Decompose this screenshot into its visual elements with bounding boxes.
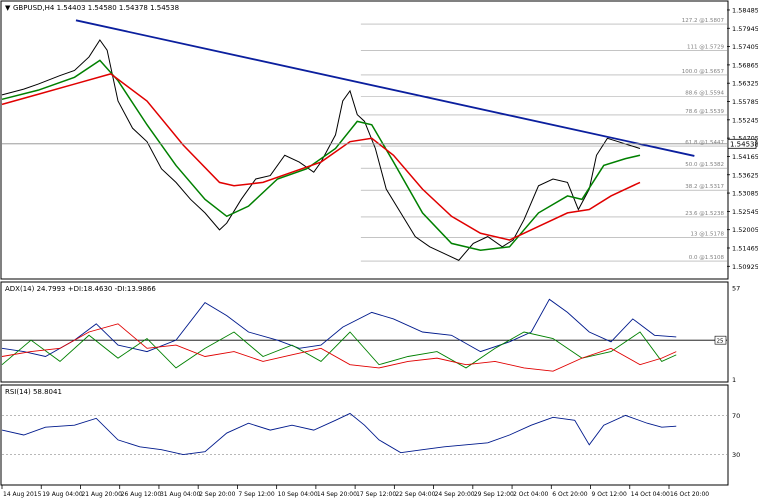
symbol-header: GBPUSD,H4 1.54403 1.54580 1.54378 1.5453… <box>13 4 179 12</box>
price-y-tick-label: 1.50925 <box>732 263 758 271</box>
rsi-header: RSI(14) 58.8041 <box>5 388 62 396</box>
price-y-axis: 1.58485 1.57945 1.57405 1.56865 1.56325 1.557… <box>727 6 758 271</box>
x-tick-label: 14 Oct 04:00 <box>631 491 670 498</box>
x-tick-label: 16 Oct 20:00 <box>670 491 709 498</box>
fib-level-label: 38.2 @1.5317 <box>685 184 724 190</box>
x-tick-label: 9 Oct 12:00 <box>592 491 627 498</box>
rsi-y-tick-label: 70 <box>732 412 740 420</box>
adx-panel-frame <box>0 281 729 383</box>
adx-level-box <box>714 335 727 345</box>
rsi-panel-frame <box>0 384 729 486</box>
moving-average-line <box>1 59 641 251</box>
fib-level-label: 78.6 @1.5539 <box>685 109 724 115</box>
fibonacci-levels: 127.2 @1.5807 111 @1.5729 100.0 @1.5657 88.… <box>360 18 727 262</box>
rsi-levels <box>2 415 727 455</box>
fib-level-label: 61.8 @1.5447 <box>685 140 724 146</box>
rsi-line <box>1 412 677 456</box>
fib-level-label: 88.6 @1.5594 <box>685 90 724 96</box>
price-y-tick-label: 1.53085 <box>732 190 758 198</box>
rsi-y-tick-label: 30 <box>732 451 740 459</box>
fib-level-label: 127.2 @1.5807 <box>682 18 725 24</box>
price-line <box>1 39 641 261</box>
x-tick-label: 19 Aug 04:00 <box>42 491 83 498</box>
price-y-tick-label: 1.52005 <box>732 226 758 234</box>
current-price-box <box>727 138 757 149</box>
price-y-tick-label: 1.54165 <box>732 153 758 161</box>
x-tick-label: 7 Sep 12:00 <box>238 491 274 498</box>
current-price-label: 1.54538 <box>730 140 758 148</box>
adx-line <box>1 323 677 372</box>
price-y-tick-label: 1.57945 <box>732 25 758 33</box>
fib-level-label: 50.0 @1.5382 <box>685 162 724 168</box>
adx-level-label: 25 <box>717 339 724 345</box>
adx-line <box>1 298 677 357</box>
x-tick-label: 26 Aug 12:00 <box>121 491 162 498</box>
price-y-tick-label: 1.56325 <box>732 80 758 88</box>
price-y-tick-label: 1.52545 <box>732 208 758 216</box>
price-y-tick-label: 1.54705 <box>732 135 758 143</box>
adx-series <box>1 298 677 372</box>
fib-level-label: 23.6 @1.5238 <box>685 211 724 217</box>
price-y-tick-label: 1.58485 <box>732 6 758 14</box>
x-tick-label: 6 Oct 20:00 <box>552 491 587 498</box>
x-tick-label: 24 Sep 20:00 <box>435 491 475 498</box>
x-tick-label: 14 Sep 20:00 <box>317 491 357 498</box>
moving-average-line <box>1 73 641 241</box>
x-tick-label: 29 Sep 12:00 <box>474 491 514 498</box>
price-y-tick-label: 1.53625 <box>732 171 758 179</box>
rsi-series <box>1 412 677 456</box>
x-tick-label: 2 Sep 20:00 <box>199 491 235 498</box>
fib-level-label: 100.0 @1.5657 <box>682 69 725 75</box>
price-y-tick-label: 1.55245 <box>732 116 758 124</box>
x-tick-label: 10 Sep 04:00 <box>278 491 318 498</box>
adx-y-axis: 57 1 <box>732 284 740 383</box>
rsi-y-axis: 70 30 <box>732 412 740 459</box>
price-y-tick-label: 1.55785 <box>732 98 758 106</box>
x-tick-label: 17 Sep 12:00 <box>356 491 396 498</box>
adx-level: 25 <box>2 335 727 345</box>
x-tick-label: 14 Aug 2015 <box>3 491 42 498</box>
x-tick-label: 22 Sep 04:00 <box>395 491 435 498</box>
price-y-tick-label: 1.56865 <box>732 61 758 69</box>
symbol-header-icon: ▼ <box>5 4 11 12</box>
price-y-tick-label: 1.57405 <box>732 43 758 51</box>
adx-y-tick-label: 57 <box>732 284 740 292</box>
adx-y-tick-label: 1 <box>732 376 736 384</box>
fib-level-label: 13 @1.5178 <box>691 231 725 237</box>
price-series <box>1 39 641 261</box>
fib-level-label: 0.0 @1.5108 <box>689 255 725 261</box>
adx-header: ADX(14) 24.7993 +DI:18.4630 -DI:13.9866 <box>5 285 156 293</box>
x-tick-label: 21 Aug 20:00 <box>81 491 122 498</box>
x-tick-label: 2 Oct 04:00 <box>513 491 548 498</box>
price-y-tick-label: 1.51465 <box>732 244 758 252</box>
trendline <box>75 19 695 157</box>
fib-level-label: 111 @1.5729 <box>687 44 724 50</box>
x-tick-label: 31 Aug 04:00 <box>160 491 201 498</box>
